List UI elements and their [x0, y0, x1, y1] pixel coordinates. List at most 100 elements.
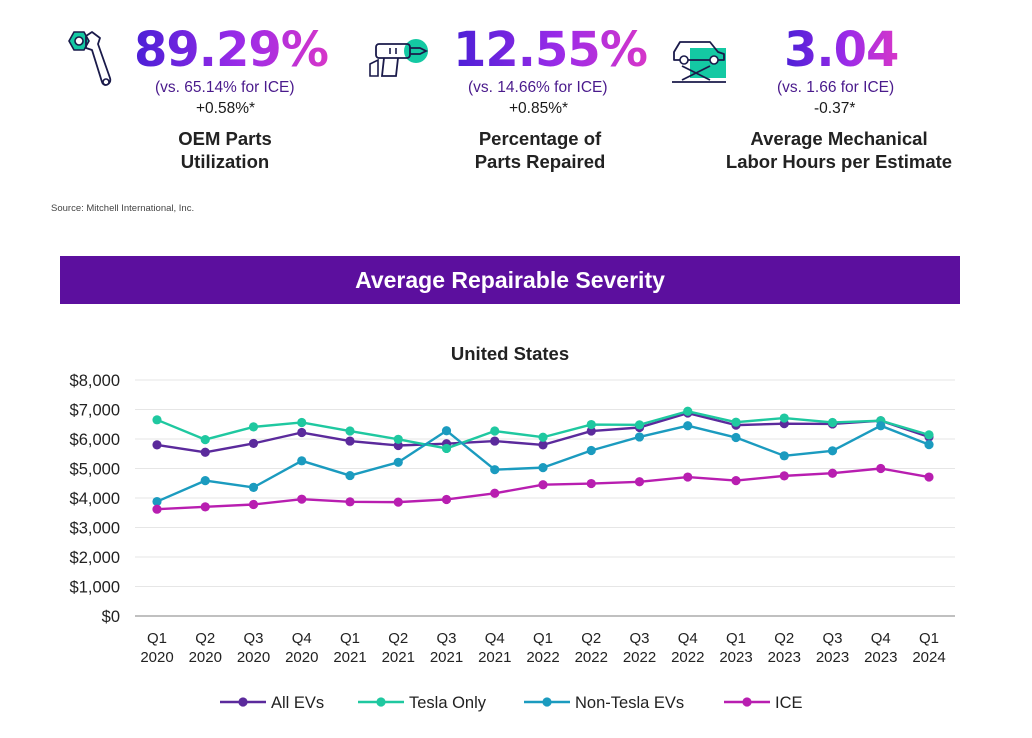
- x-tick-label: Q2: [195, 630, 215, 647]
- data-point: [297, 417, 307, 428]
- data-point: [345, 426, 355, 436]
- data-point: [827, 417, 838, 428]
- data-point: [490, 488, 500, 498]
- wrench-gear-icon: [68, 31, 112, 86]
- car-lift-icon: [672, 41, 726, 83]
- x-tick-label: Q1: [726, 630, 746, 647]
- data-point: [924, 472, 934, 482]
- data-point: [441, 494, 452, 505]
- data-point: [586, 419, 596, 430]
- x-tick-label: Q3: [436, 630, 456, 647]
- x-tick-label: 2023: [864, 649, 897, 666]
- stat-label: Average Mechanical Labor Hours per Estim…: [708, 127, 970, 173]
- x-tick-label: 2020: [140, 649, 173, 666]
- x-tick-label: 2023: [816, 649, 849, 666]
- y-tick-label: $5,000: [70, 461, 120, 479]
- x-tick-label: Q3: [629, 630, 649, 647]
- data-point: [490, 465, 500, 475]
- data-point: [586, 426, 596, 436]
- legend-swatch-marker: [542, 697, 552, 707]
- data-point: [634, 477, 645, 487]
- data-point: [393, 457, 403, 467]
- x-tick-label: 2024: [912, 649, 945, 666]
- data-point: [634, 420, 645, 430]
- stat-comparison: (vs. 65.14% for ICE): [155, 79, 295, 96]
- y-tick-label: $7,000: [70, 402, 120, 420]
- legend-label: All EVs: [271, 694, 324, 712]
- x-tick-label: Q2: [581, 630, 601, 647]
- y-tick-label: $4,000: [70, 490, 120, 508]
- legend-swatch-marker: [238, 697, 248, 707]
- x-tick-label: 2021: [478, 649, 511, 666]
- data-point: [152, 504, 162, 514]
- data-point: [876, 421, 886, 431]
- data-point: [393, 434, 403, 444]
- x-tick-label: 2022: [526, 649, 559, 666]
- y-tick-label: $3,000: [70, 520, 120, 538]
- data-point: [827, 446, 838, 456]
- stat-label-line: OEM Parts: [178, 128, 272, 149]
- x-tick-label: 2021: [430, 649, 463, 666]
- data-point: [248, 499, 259, 510]
- stat-comparison: (vs. 14.66% for ICE): [468, 79, 608, 96]
- data-point: [345, 436, 355, 446]
- data-point: [297, 427, 307, 438]
- data-point: [683, 421, 693, 431]
- data-point: [441, 443, 452, 454]
- stat-label-line: Percentage of: [478, 128, 602, 149]
- x-tick-label: Q4: [871, 630, 891, 647]
- stat-value: 12.55%: [453, 22, 648, 78]
- x-tick-label: 2020: [237, 649, 270, 666]
- stat-change: -0.37*: [814, 100, 856, 117]
- data-point: [297, 456, 307, 466]
- legend-label: Tesla Only: [409, 694, 487, 712]
- data-point: [538, 480, 548, 490]
- data-point: [490, 426, 500, 436]
- stat-label-line: Parts Repaired: [474, 151, 606, 172]
- y-tick-label: $6,000: [70, 431, 120, 449]
- data-point: [731, 475, 741, 486]
- x-tick-label: 2020: [285, 649, 318, 666]
- drill-tool-icon: [369, 39, 429, 77]
- section-banner: Average Repairable Severity: [60, 256, 960, 304]
- stat-change: +0.85%*: [509, 100, 569, 117]
- data-point: [924, 440, 934, 450]
- data-point: [538, 432, 548, 442]
- severity-line-chart: United States $0 $1,000 $2,000 $3,000 $4,000 $…: [70, 343, 955, 712]
- legend-label: Non-Tesla EVs: [575, 694, 684, 712]
- stat-label: OEM Parts Utilization: [125, 127, 325, 173]
- data-point: [779, 451, 789, 461]
- data-point: [634, 432, 645, 442]
- stat-label-line: Average Mechanical: [750, 128, 928, 149]
- data-point: [345, 470, 355, 481]
- stat-label-line: Utilization: [180, 151, 270, 172]
- banner-title: Average Repairable Severity: [355, 266, 665, 293]
- x-tick-label: 2021: [333, 649, 366, 666]
- data-point: [345, 497, 355, 507]
- y-tick-label: $8,000: [70, 372, 120, 390]
- stat-change: +0.58%*: [196, 100, 256, 117]
- data-point: [876, 463, 886, 474]
- data-point: [490, 436, 500, 446]
- stat-value: 3.04: [784, 22, 899, 78]
- legend-label: ICE: [775, 694, 803, 712]
- x-tick-label: 2023: [768, 649, 801, 666]
- x-tick-label: 2022: [671, 649, 704, 666]
- data-point: [683, 406, 693, 416]
- data-point: [779, 413, 789, 423]
- data-point: [297, 494, 307, 504]
- x-tick-label: 2022: [623, 649, 656, 666]
- data-point: [200, 434, 210, 445]
- x-tick-label: Q4: [678, 630, 698, 647]
- x-tick-label: Q1: [340, 630, 360, 647]
- data-point: [586, 478, 596, 489]
- data-point: [248, 438, 259, 449]
- legend-swatch-marker: [376, 697, 386, 707]
- x-tick-label: Q1: [533, 630, 553, 647]
- data-point: [441, 426, 452, 436]
- x-tick-label: 2021: [382, 649, 415, 666]
- data-point: [248, 422, 259, 432]
- x-tick-label: Q3: [243, 630, 263, 647]
- x-tick-label: Q1: [919, 630, 939, 647]
- x-tick-label: 2020: [189, 649, 222, 666]
